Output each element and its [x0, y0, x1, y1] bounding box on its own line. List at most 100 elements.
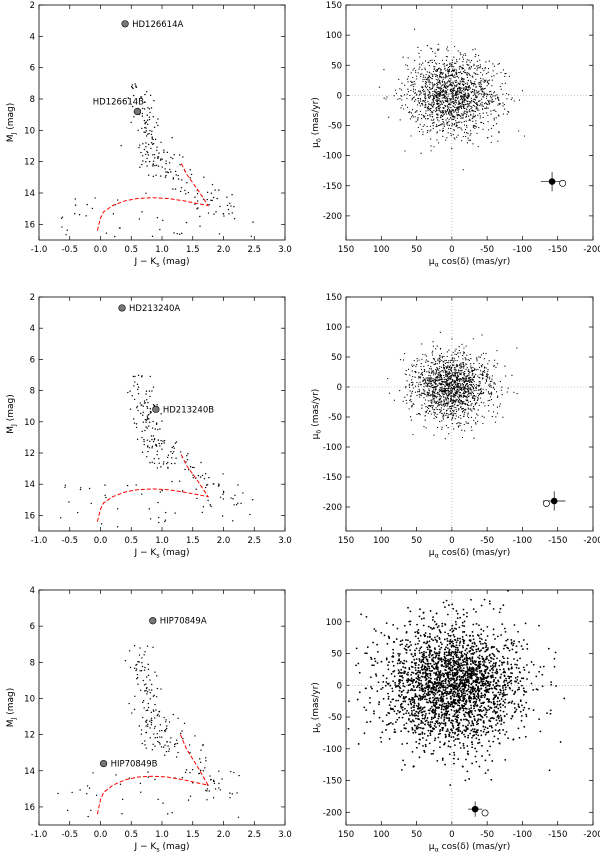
field-pm-point — [465, 96, 468, 98]
y-tick-label: 14 — [24, 189, 35, 199]
field-pm-point — [432, 105, 434, 107]
field-star-point — [157, 713, 159, 715]
field-pm-point — [453, 70, 456, 72]
field-pm-point — [468, 101, 471, 103]
field-pm-point — [463, 81, 465, 83]
y-tick-label: 50 — [331, 650, 342, 660]
field-pm-point — [467, 94, 469, 96]
field-pm-point — [422, 114, 425, 117]
field-pm-point — [432, 85, 434, 88]
field-star-point — [139, 402, 141, 404]
field-pm-point — [467, 390, 469, 392]
field-pm-point — [442, 88, 444, 91]
field-pm-point — [448, 93, 450, 95]
field-pm-point — [426, 45, 428, 47]
field-pm-point — [441, 383, 443, 385]
field-pm-point — [498, 115, 500, 117]
field-pm-point — [432, 370, 435, 372]
x-tick-label: -50 — [480, 830, 494, 840]
field-pm-point — [482, 122, 485, 125]
field-pm-point — [484, 759, 487, 762]
field-pm-point — [437, 49, 439, 52]
field-pm-point — [500, 723, 503, 726]
y-axis-label: μδ (mas/yr) — [311, 389, 323, 440]
field-pm-point — [443, 719, 445, 722]
field-star-point — [159, 445, 161, 447]
field-pm-point — [418, 130, 421, 133]
field-star-point — [171, 452, 174, 455]
field-pm-point — [481, 91, 484, 93]
field-pm-point — [398, 78, 400, 81]
field-pm-point — [474, 368, 476, 370]
labeled-star-name: HD213240B — [163, 405, 214, 415]
field-pm-point — [452, 98, 454, 101]
field-pm-point — [432, 90, 434, 93]
field-pm-point — [491, 97, 493, 99]
field-pm-point — [431, 390, 434, 392]
field-pm-point — [453, 84, 456, 87]
field-pm-point — [411, 364, 413, 366]
field-pm-point — [420, 92, 422, 94]
field-pm-point — [489, 399, 491, 401]
field-pm-point — [455, 393, 457, 395]
target-primary-marker — [550, 497, 558, 505]
x-tick-label: -0.5 — [61, 830, 78, 840]
field-pm-point — [433, 122, 435, 124]
field-star-point — [74, 198, 76, 200]
field-star-point — [145, 393, 147, 395]
field-pm-point — [455, 415, 457, 417]
field-pm-point — [428, 410, 431, 412]
field-pm-point — [446, 82, 448, 84]
field-star-point — [94, 197, 96, 199]
field-pm-point — [454, 368, 456, 371]
field-pm-point — [464, 88, 466, 90]
field-pm-point — [435, 96, 437, 99]
field-pm-point — [495, 724, 497, 726]
field-pm-point — [414, 385, 417, 387]
field-pm-point — [432, 395, 434, 397]
field-star-point — [222, 498, 225, 500]
field-pm-point — [442, 127, 444, 129]
field-pm-point — [495, 117, 497, 119]
field-pm-point — [446, 56, 448, 58]
field-star-point — [193, 466, 195, 469]
field-pm-point — [410, 80, 412, 82]
field-pm-point — [445, 390, 447, 392]
field-pm-point — [428, 91, 431, 93]
field-pm-point — [439, 106, 441, 109]
field-pm-point — [449, 368, 451, 370]
field-pm-point — [450, 374, 452, 377]
field-pm-point — [455, 379, 457, 381]
field-star-point — [135, 668, 138, 670]
field-pm-point — [425, 86, 427, 89]
field-pm-point — [478, 109, 480, 111]
field-pm-point — [439, 420, 441, 423]
field-pm-point — [425, 73, 427, 76]
field-pm-point — [480, 85, 482, 88]
field-star-point — [175, 174, 177, 176]
field-pm-point — [422, 125, 424, 127]
field-pm-point — [436, 125, 438, 127]
field-star-point — [155, 696, 158, 698]
field-pm-point — [511, 648, 514, 651]
field-star-point — [162, 219, 164, 222]
field-star-point — [147, 663, 149, 666]
field-pm-point — [400, 95, 402, 97]
field-pm-point — [426, 131, 429, 133]
field-pm-point — [443, 374, 445, 377]
field-pm-point — [435, 89, 437, 91]
field-pm-point — [414, 391, 417, 393]
field-pm-point — [416, 110, 418, 112]
field-pm-point — [477, 104, 479, 107]
field-pm-point — [427, 729, 430, 732]
field-pm-point — [469, 120, 471, 122]
field-star-point — [141, 112, 144, 115]
field-pm-point — [436, 363, 438, 365]
field-pm-point — [455, 79, 457, 81]
field-pm-point — [452, 94, 454, 96]
field-star-point — [199, 215, 201, 218]
field-pm-point — [445, 69, 447, 72]
field-star-point — [218, 189, 220, 191]
field-pm-point — [482, 371, 485, 373]
field-pm-point — [493, 382, 495, 384]
